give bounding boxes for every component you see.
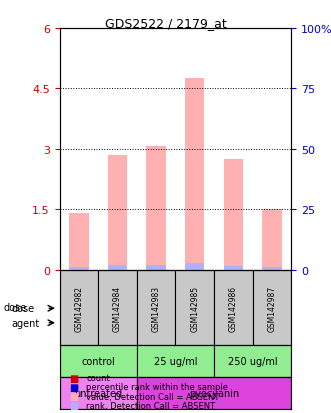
Bar bbox=[224, 159, 243, 270]
Text: dose: dose bbox=[12, 304, 35, 313]
FancyBboxPatch shape bbox=[60, 270, 98, 346]
Text: percentile rank within the sample: percentile rank within the sample bbox=[86, 382, 228, 392]
Bar bbox=[262, 267, 282, 270]
Text: ■: ■ bbox=[70, 391, 79, 401]
Text: pyocyanin: pyocyanin bbox=[189, 388, 239, 398]
FancyBboxPatch shape bbox=[253, 270, 291, 346]
Text: 250 ug/ml: 250 ug/ml bbox=[228, 356, 277, 366]
Text: GSM142987: GSM142987 bbox=[267, 285, 276, 331]
Text: count: count bbox=[86, 373, 110, 382]
Bar bbox=[146, 146, 166, 270]
Text: GDS2522 / 2179_at: GDS2522 / 2179_at bbox=[105, 17, 226, 29]
Text: GSM142982: GSM142982 bbox=[74, 285, 83, 331]
Text: control: control bbox=[81, 356, 115, 366]
Bar bbox=[69, 267, 88, 270]
FancyBboxPatch shape bbox=[60, 346, 137, 377]
Bar bbox=[108, 265, 127, 270]
Bar bbox=[146, 265, 166, 270]
Bar bbox=[185, 79, 204, 270]
Text: dose: dose bbox=[3, 303, 26, 313]
Text: value, Detection Call = ABSENT: value, Detection Call = ABSENT bbox=[86, 392, 219, 401]
FancyBboxPatch shape bbox=[137, 346, 214, 377]
Bar bbox=[108, 156, 127, 270]
Text: agent: agent bbox=[12, 318, 40, 328]
FancyBboxPatch shape bbox=[137, 377, 291, 409]
Text: ■: ■ bbox=[70, 400, 79, 410]
Text: GSM142983: GSM142983 bbox=[152, 285, 161, 331]
Bar bbox=[224, 266, 243, 270]
Bar bbox=[262, 210, 282, 270]
FancyBboxPatch shape bbox=[137, 270, 175, 346]
FancyBboxPatch shape bbox=[98, 270, 137, 346]
Text: GSM142985: GSM142985 bbox=[190, 285, 199, 331]
FancyBboxPatch shape bbox=[214, 346, 291, 377]
Bar bbox=[69, 214, 88, 270]
Text: GSM142984: GSM142984 bbox=[113, 285, 122, 331]
Text: ■: ■ bbox=[70, 373, 79, 383]
FancyBboxPatch shape bbox=[214, 270, 253, 346]
Text: untreated: untreated bbox=[74, 388, 122, 398]
FancyBboxPatch shape bbox=[60, 377, 137, 409]
FancyBboxPatch shape bbox=[175, 270, 214, 346]
Text: GSM142986: GSM142986 bbox=[229, 285, 238, 331]
Bar bbox=[185, 263, 204, 270]
Text: 25 ug/ml: 25 ug/ml bbox=[154, 356, 197, 366]
Text: ■: ■ bbox=[70, 382, 79, 392]
Text: rank, Detection Call = ABSENT: rank, Detection Call = ABSENT bbox=[86, 401, 215, 410]
